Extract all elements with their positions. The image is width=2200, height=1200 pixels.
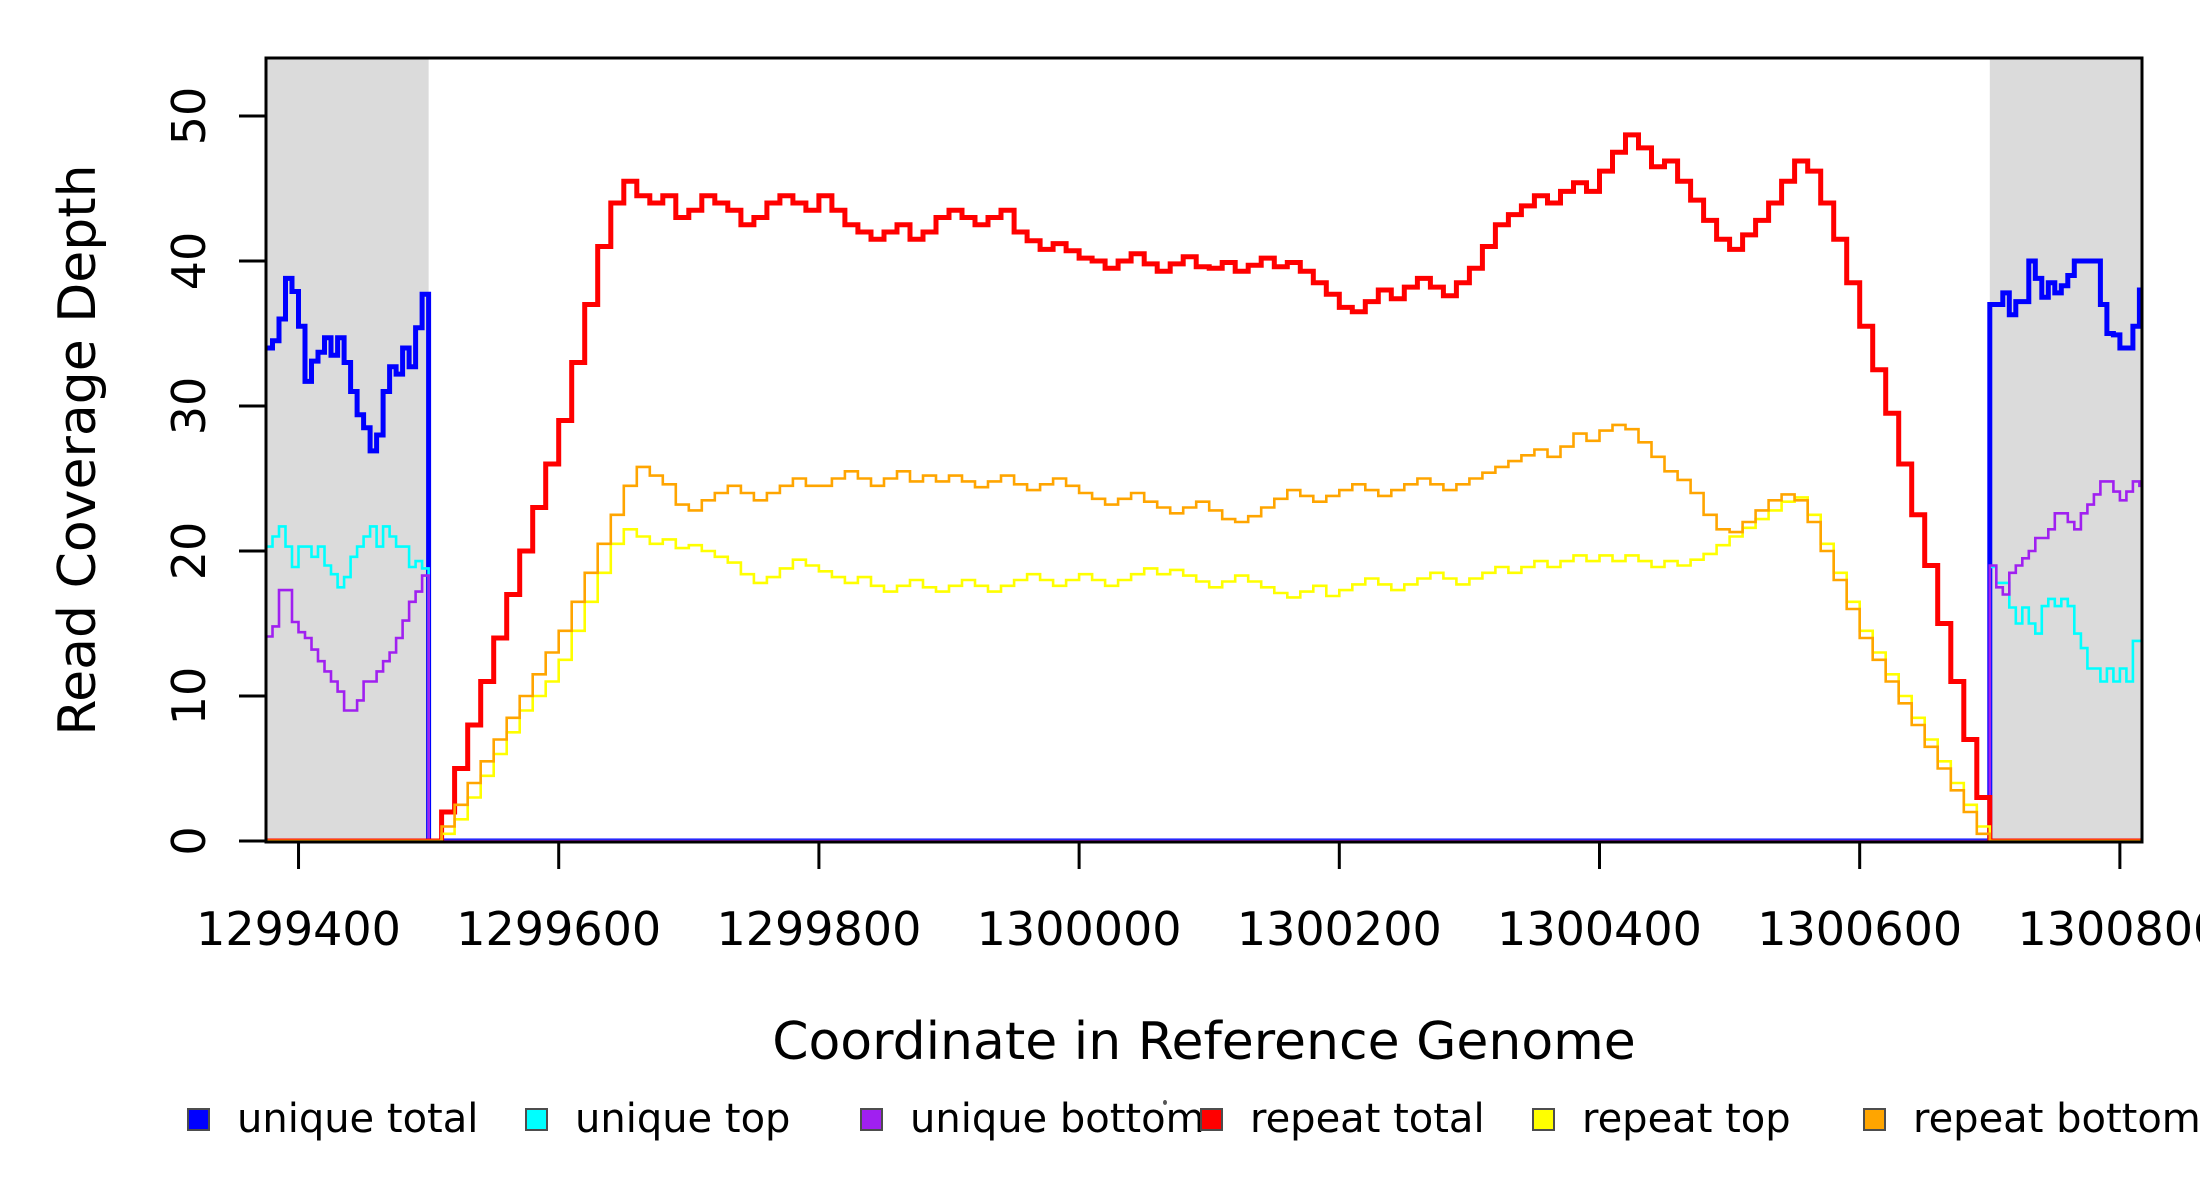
x-axis-title: Coordinate in Reference Genome [772, 1012, 1636, 1072]
x-tick-label: 1300200 [1237, 902, 1442, 956]
plot-box [264, 56, 2144, 844]
series-repeat-top [266, 496, 2142, 843]
y-tick-label: 20 [162, 522, 216, 581]
y-tick-label: 30 [162, 377, 216, 436]
series-unique-bottom [266, 480, 2142, 843]
x-tick-label: 1299600 [456, 902, 661, 956]
x-tick-label: 1299800 [716, 902, 921, 956]
series-repeat-bottom [266, 423, 2142, 843]
x-tick-label: 1300600 [1757, 902, 1962, 956]
y-tick-label: 0 [162, 826, 216, 855]
shaded-region [1989, 58, 2142, 842]
x-tick-label: 1300000 [977, 902, 1182, 956]
y-axis-title: Read Coverage Depth [48, 164, 108, 736]
series-repeat-total [266, 132, 2142, 844]
y-tick-label: 10 [162, 667, 216, 726]
series-unique-top [266, 525, 2142, 843]
shaded-region [266, 58, 429, 842]
y-tick-label: 50 [162, 87, 216, 146]
series-unique-total [266, 258, 2142, 844]
x-tick-label: 1300400 [1497, 902, 1702, 956]
legend-artifact-dot [1163, 1100, 1167, 1105]
x-tick-label: 1299400 [196, 902, 401, 956]
y-tick-label: 40 [162, 232, 216, 291]
